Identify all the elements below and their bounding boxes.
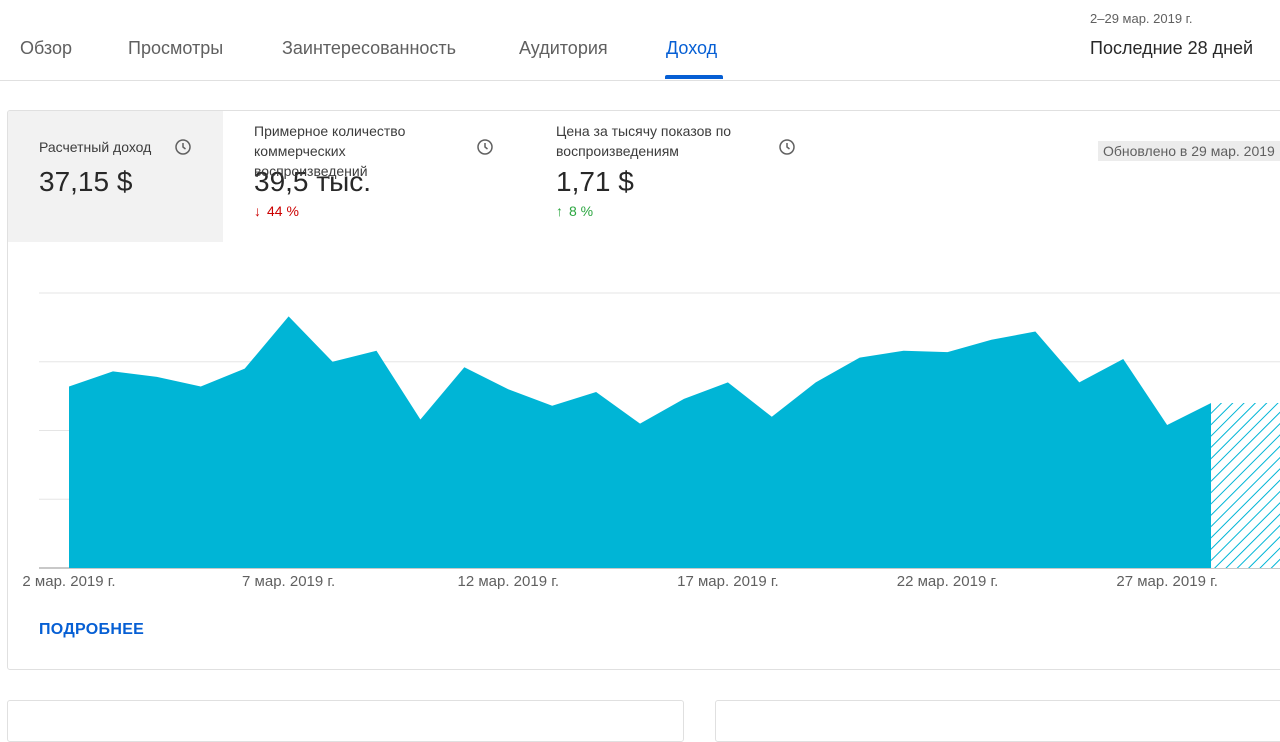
analytics-tabs-bar: Обзор Просмотры Заинтересованность Аудит…	[0, 0, 1280, 81]
arrow-down-icon: ↓	[254, 203, 261, 219]
incomplete-data-area	[1211, 403, 1280, 568]
revenue-area-series[interactable]	[69, 316, 1212, 568]
date-range-text: 2–29 мар. 2019 г.	[1090, 11, 1193, 26]
metric-value: 37,15 $	[39, 166, 133, 197]
metric-estimated-revenue[interactable]: Расчетный доход 37,15 $	[8, 111, 223, 242]
active-tab-indicator	[665, 75, 723, 79]
clock-icon[interactable]	[174, 138, 192, 156]
tab-overview[interactable]: Обзор	[20, 38, 72, 58]
x-tick-label: 22 мар. 2019 г.	[897, 573, 999, 590]
see-more-link[interactable]: ПОДРОБНЕЕ	[39, 621, 145, 638]
clock-icon[interactable]	[476, 138, 494, 156]
change-value: 8 %	[569, 203, 594, 219]
metric-label: Расчетный доход	[39, 139, 152, 155]
revenue-card: Расчетный доход 37,15 $ 39,5 тыс. Пример…	[7, 110, 1280, 670]
lower-card-right	[715, 700, 1280, 742]
metric-label: Примерное количество коммерческих воспро…	[254, 123, 406, 179]
change-value: 44 %	[267, 203, 299, 219]
lower-card-left	[7, 700, 684, 742]
tab-revenue[interactable]: Доход	[666, 38, 718, 58]
metric-value: 1,71 $	[556, 166, 634, 197]
period-selector[interactable]: Последние 28 дней	[1090, 38, 1254, 58]
metric-value: 39,5 тыс.	[254, 166, 372, 197]
metric-playback-cpm[interactable]: Цена за тысячу показов по воспроизведени…	[538, 111, 808, 242]
updated-badge: Обновлено в 29 мар. 2019	[1098, 141, 1280, 161]
tab-engagement[interactable]: Заинтересованность	[282, 38, 457, 58]
tab-audience[interactable]: Аудитория	[519, 38, 608, 58]
x-tick-label: 2 мар. 2019 г.	[22, 573, 115, 590]
x-tick-label: 7 мар. 2019 г.	[242, 573, 335, 590]
metric-change: ↑ 8 %	[556, 203, 593, 219]
arrow-up-icon: ↑	[556, 203, 563, 219]
revenue-area-chart[interactable]: 2 мар. 2019 г. 7 мар. 2019 г. 12 мар. 2019…	[8, 111, 1280, 611]
metric-label: Цена за тысячу показов по воспроизведени…	[556, 123, 732, 159]
x-tick-label: 12 мар. 2019 г.	[457, 573, 559, 590]
tab-views[interactable]: Просмотры	[128, 38, 224, 58]
clock-icon[interactable]	[778, 138, 796, 156]
metric-monetized-playbacks[interactable]: 39,5 тыс. Примерное количество коммерчес…	[238, 111, 508, 242]
x-tick-label: 27 мар. 2019 г.	[1116, 573, 1218, 590]
x-tick-label: 17 мар. 2019 г.	[677, 573, 779, 590]
metric-change: ↓ 44 %	[254, 203, 299, 219]
